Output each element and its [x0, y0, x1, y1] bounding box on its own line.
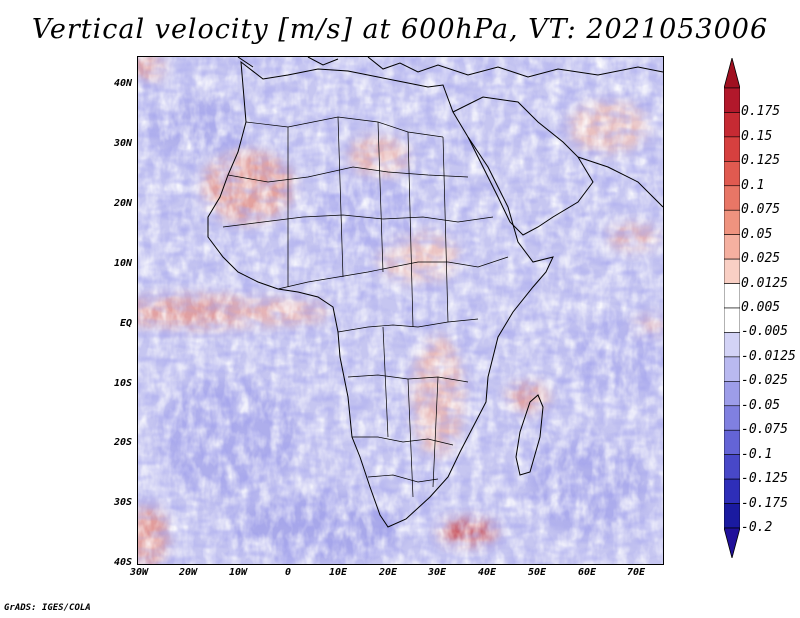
colorbar-segment	[724, 429, 740, 455]
lat-label-eq: EQ	[119, 318, 132, 329]
colorbar-label: 0.075	[741, 202, 781, 218]
lon-label-20e: 20E	[378, 567, 398, 578]
velocity-field-map	[138, 57, 663, 564]
colorbar-label: 0.005	[741, 300, 781, 315]
colorbar-bottom-arrow	[724, 527, 740, 558]
colorbar-segment	[724, 405, 740, 431]
asia-coastline	[577, 156, 663, 208]
colorbar-label: 0.025	[741, 251, 781, 267]
lat-label-30s: 30S	[113, 497, 132, 508]
colorbar-label: -0.125	[741, 471, 788, 487]
lon-label-20w: 20W	[178, 567, 198, 578]
colorbar-label: 0.175	[741, 104, 781, 120]
colorbar-label: 0.1	[741, 177, 765, 193]
colorbar-segment	[724, 356, 740, 382]
chart-title: Vertical velocity [m/s] at 600hPa, VT: 2…	[31, 14, 769, 45]
colorbar-segment	[724, 454, 740, 480]
colorbar-label: 0.15	[741, 128, 773, 144]
colorbar-label: -0.05	[741, 397, 781, 413]
colorbar-label: -0.175	[741, 495, 788, 511]
lon-label-30e: 30E	[427, 567, 447, 578]
madagascar-coastline	[515, 394, 544, 476]
colorbar-segment	[724, 185, 740, 211]
colorbar-segment	[724, 258, 740, 284]
colorbar-label: 0.125	[741, 153, 781, 169]
colorbar-label: -0.005	[741, 324, 788, 340]
colorbar-top-arrow	[724, 58, 740, 89]
colorbar-segment	[724, 136, 740, 162]
europe-coastline	[237, 57, 663, 78]
field-texture-dark	[138, 57, 663, 564]
lon-label-70e: 70E	[626, 567, 646, 578]
colorbar-segment	[724, 283, 740, 309]
lat-label-20s: 20S	[113, 437, 132, 448]
lat-label-40s: 40S	[113, 557, 132, 568]
colorbar-label: 0.05	[741, 226, 773, 242]
colorbar-label: -0.2	[741, 520, 773, 535]
lon-label-60e: 60E	[577, 567, 597, 578]
map-panel	[137, 56, 664, 565]
lat-label-40n: 40N	[113, 78, 132, 89]
africa-coastline	[207, 60, 554, 528]
lon-label-0: 0	[284, 567, 292, 578]
lon-label-30w: 30W	[129, 567, 149, 578]
grads-credit: GrADS: IGES/COLA	[4, 603, 91, 613]
lon-label-50e: 50E	[527, 567, 547, 578]
colorbar-segment	[724, 161, 740, 187]
colorbar-segment	[724, 381, 740, 407]
colorbar-segment	[724, 332, 740, 358]
lat-label-10s: 10S	[113, 378, 132, 389]
colorbar-label: -0.0125	[741, 348, 796, 364]
coastlines	[207, 57, 663, 528]
arabia-coastline	[452, 96, 594, 236]
colorbar-segment	[724, 307, 740, 333]
colorbar-segment	[724, 209, 740, 235]
colorbar-label: -0.025	[741, 373, 788, 389]
colorbar-label: 0.0125	[741, 275, 788, 291]
lon-label-10w: 10W	[228, 567, 248, 578]
colorbar-segment	[724, 503, 740, 529]
lon-label-10e: 10E	[328, 567, 348, 578]
lat-label-10n: 10N	[113, 258, 132, 269]
lat-label-20n: 20N	[113, 198, 132, 209]
country-borders	[222, 116, 509, 498]
lat-label-30n: 30N	[113, 138, 132, 149]
colorbar-label: -0.1	[741, 446, 773, 462]
colorbar-segment	[724, 87, 740, 113]
colorbar-segment	[724, 234, 740, 260]
lon-label-40e: 40E	[477, 567, 497, 578]
colorbar-segment	[724, 478, 740, 504]
colorbar	[724, 58, 740, 558]
colorbar-segment	[724, 112, 740, 138]
colorbar-label: -0.075	[741, 422, 788, 438]
